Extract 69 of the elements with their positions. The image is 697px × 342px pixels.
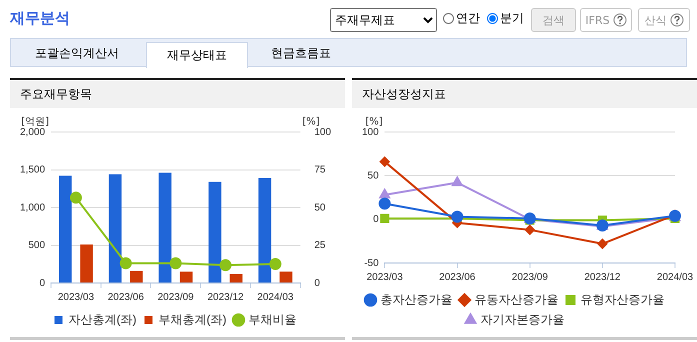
y-tick-label: 1,000	[20, 202, 46, 214]
y2-tick-label: 0	[314, 278, 320, 289]
y2-tick-label: 25	[314, 240, 326, 251]
point	[378, 198, 391, 210]
x-tick-label: 2023/06	[108, 292, 144, 303]
bar	[108, 174, 122, 282]
x-tick-label: 2023/09	[158, 292, 194, 303]
y2-axis-title: [%]	[302, 116, 320, 128]
y-tick-label: 1,500	[20, 164, 46, 176]
x-tick-label: 2023/03	[366, 272, 404, 283]
legend-label: 부채총계(좌)	[158, 312, 226, 326]
chart-title: 자산성장성지표	[352, 78, 697, 108]
x-tick-label: 2023/12	[207, 292, 244, 303]
x-tick-label: 2024/03	[656, 272, 694, 283]
text: 연간	[455, 10, 480, 27]
point	[597, 238, 608, 249]
y-axis-title: [%]	[365, 116, 383, 128]
y-tick-label: -50	[364, 258, 380, 269]
bar	[59, 176, 72, 282]
point	[120, 257, 132, 270]
legend-label: 유형자산증가율	[580, 292, 664, 306]
point	[451, 210, 464, 223]
point	[70, 192, 82, 204]
text: 현금흐름표	[270, 44, 332, 62]
point	[380, 156, 390, 167]
bar	[158, 172, 172, 282]
y2-tick-label: 100	[314, 126, 332, 138]
point	[170, 257, 182, 270]
legend-label: 총자산증가율	[380, 292, 452, 306]
y-tick-label: 50	[368, 170, 380, 182]
legend-label: 부채비율	[248, 312, 296, 326]
y-tick-label: 0	[39, 278, 46, 289]
bar	[230, 274, 242, 282]
x-tick-label: 2023/12	[584, 272, 621, 283]
y-tick-label: 500	[28, 240, 46, 251]
y-axis-title: [억원]	[21, 116, 50, 128]
y-tick-label: 0	[373, 214, 380, 226]
bar	[130, 270, 143, 282]
text: 재무상태표	[146, 42, 248, 68]
legend-label: 자산총계(좌)	[68, 312, 137, 326]
x-tick-label: 2023/09	[512, 272, 548, 283]
x-tick-label: 2023/06	[439, 272, 476, 283]
bar	[208, 182, 222, 282]
point	[380, 214, 390, 223]
text: 재무분석	[10, 9, 70, 28]
point	[452, 176, 463, 186]
text: 분기	[499, 10, 524, 27]
point	[220, 259, 232, 272]
bar	[80, 244, 93, 282]
y2-tick-label: 50	[314, 202, 326, 214]
x-tick-label: 2024/03	[257, 292, 294, 303]
y2-tick-label: 75	[314, 164, 326, 176]
bar	[258, 178, 272, 282]
y-tick-label: 2,000	[20, 126, 46, 138]
point	[269, 258, 282, 270]
text: 주재무제표	[330, 8, 437, 32]
text: 산식	[638, 8, 690, 32]
text: IFRS	[580, 8, 632, 32]
bar	[180, 272, 193, 282]
legend-label: 유동자산증가율	[474, 292, 558, 306]
text: 검색	[531, 8, 576, 32]
bar	[280, 272, 292, 282]
chart-title: 주요재무항목	[10, 78, 345, 108]
text: 포괄손익계산서	[34, 44, 120, 62]
x-tick-label: 2023/03	[58, 292, 94, 303]
point	[524, 224, 535, 235]
point	[379, 188, 390, 198]
legend-label: 자기자본증가율	[480, 312, 564, 326]
y-tick-label: 100	[362, 126, 380, 138]
